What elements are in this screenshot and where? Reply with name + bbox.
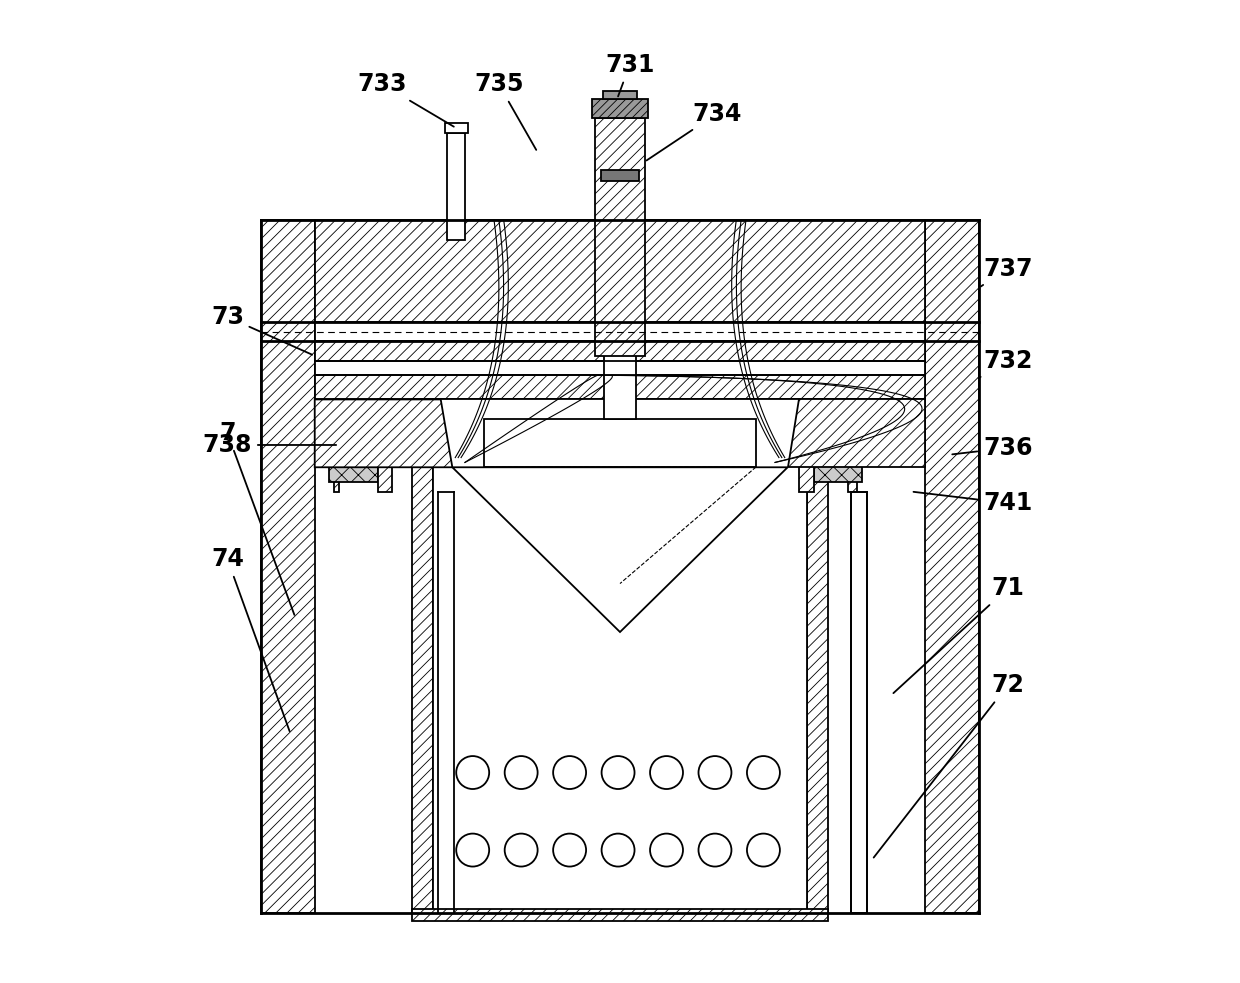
Bar <box>591 99 649 118</box>
Text: 74: 74 <box>211 548 290 731</box>
Bar <box>433 399 807 913</box>
Bar <box>262 220 315 913</box>
Text: 72: 72 <box>874 673 1024 857</box>
Text: 736: 736 <box>952 435 1033 460</box>
Text: 7: 7 <box>219 422 294 615</box>
Text: 741: 741 <box>914 492 1032 515</box>
Polygon shape <box>453 467 787 632</box>
Bar <box>485 419 755 467</box>
Bar <box>412 909 828 921</box>
Bar <box>330 409 378 482</box>
Text: 732: 732 <box>978 349 1033 378</box>
Polygon shape <box>787 399 925 467</box>
Bar <box>448 133 465 240</box>
Bar <box>315 361 925 376</box>
Bar <box>925 220 978 913</box>
Bar <box>595 118 645 356</box>
Text: 733: 733 <box>358 73 454 127</box>
Bar <box>604 118 636 419</box>
Bar <box>603 91 637 99</box>
Bar <box>851 492 867 913</box>
Text: 73: 73 <box>211 305 312 355</box>
Text: 71: 71 <box>893 576 1024 693</box>
Bar <box>848 399 857 492</box>
Text: 738: 738 <box>203 433 336 457</box>
Bar <box>600 170 640 182</box>
Bar <box>334 399 339 492</box>
Bar <box>378 399 392 492</box>
Bar <box>807 399 828 913</box>
Bar <box>800 399 813 492</box>
Bar <box>315 220 925 399</box>
Text: 735: 735 <box>474 73 536 149</box>
Bar <box>315 321 925 341</box>
Bar <box>412 399 433 913</box>
Polygon shape <box>315 399 453 467</box>
Text: 734: 734 <box>646 101 742 160</box>
Text: 737: 737 <box>981 257 1033 286</box>
Bar <box>813 409 862 482</box>
Text: 731: 731 <box>605 53 655 96</box>
Bar <box>445 123 467 133</box>
